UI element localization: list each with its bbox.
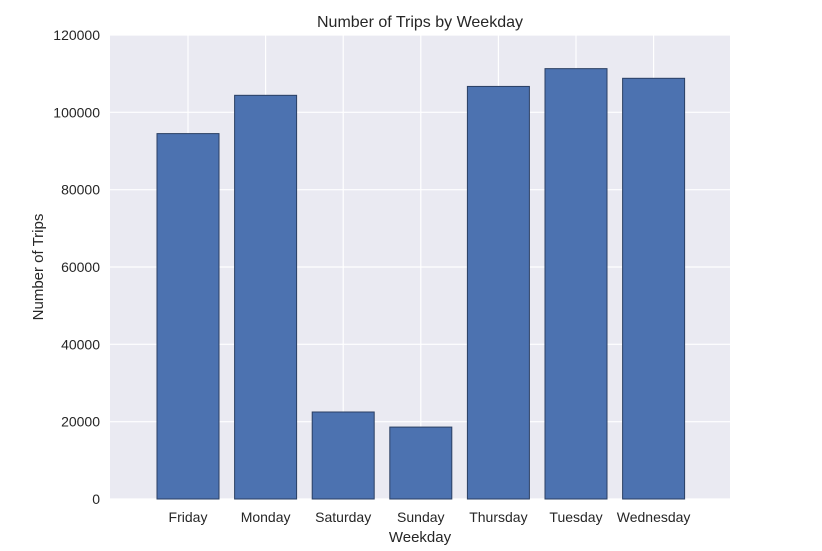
y-tick-labels: 0 20000 40000 60000 80000 100000 120000 [53,27,100,507]
y-tick-label: 100000 [53,104,100,120]
y-tick-label: 60000 [61,259,100,275]
bar-saturday [311,411,375,500]
x-tick-label: Wednesday [617,509,691,525]
bar-monday [234,94,298,500]
x-tick-label: Saturday [315,509,371,525]
x-tick-labels: Friday Monday Saturday Sunday Thursday Tuesda… [169,509,691,525]
y-tick-label: 0 [92,491,100,507]
y-tick-label: 20000 [61,414,100,430]
bar-friday [156,133,220,500]
bar-wednesday [622,77,686,500]
bar-tuesday [544,68,608,500]
x-tick-label: Monday [241,509,291,525]
x-tick-label: Tuesday [549,509,602,525]
x-tick-label: Sunday [397,509,444,525]
x-tick-label: Thursday [469,509,527,525]
y-tick-label: 120000 [53,27,100,43]
bar-sunday [389,426,453,500]
y-tick-label: 80000 [61,182,100,198]
x-axis-label: Weekday [389,529,452,546]
bar-thursday [466,85,530,500]
x-tick-label: Friday [169,509,208,525]
chart-title: Number of Trips by Weekday [317,14,523,31]
bars [156,68,686,500]
y-axis-label: Number of Trips [30,214,47,321]
y-tick-label: 40000 [61,336,100,352]
